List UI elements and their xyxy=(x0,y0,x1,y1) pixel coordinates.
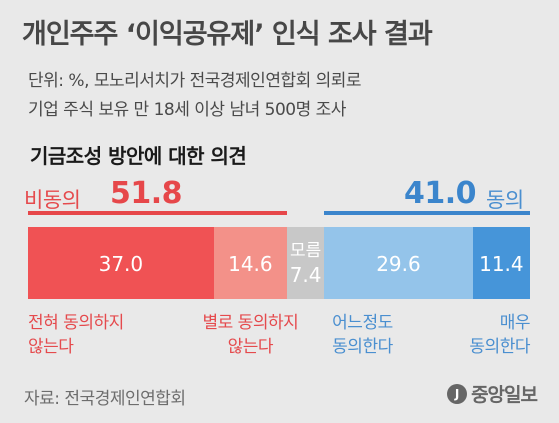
agree-group-line xyxy=(324,211,530,215)
logo-text: 중앙일보 xyxy=(471,384,538,406)
publisher-logo: J 중앙일보 xyxy=(447,380,538,407)
logo-mark-icon: J xyxy=(447,383,468,404)
seg-strongly-agree xyxy=(472,227,530,299)
seg-strongly-agree-value: 11.4 xyxy=(479,252,524,276)
disagree-group-label: 비동의 xyxy=(24,188,81,212)
page-title: 개인주주 ‘이익공유제’ 인식 조사 결과 xyxy=(22,19,433,50)
seg-dont-know-label: 모름 xyxy=(289,241,322,261)
chart-subtitle: 기금조성 방안에 대한 의견 xyxy=(30,144,247,168)
seg-somewhat-agree-value: 29.6 xyxy=(376,252,421,276)
agree-group-value: 41.0 xyxy=(404,176,477,211)
seg-disagree-value: 14.6 xyxy=(228,252,273,276)
seg-strongly-agree-label: 매우 동의한다 xyxy=(469,313,530,357)
seg-dont-know-value: 모름 7.4 xyxy=(287,239,324,287)
survey-note-line1: 단위: %, 모노리서치가 전국경제인연합회 의뢰로 xyxy=(28,71,362,91)
seg-disagree-label: 별로 동의하지 않는다 xyxy=(202,313,299,357)
seg-strongly-disagree-label: 전혀 동의하지 않는다 xyxy=(28,313,124,357)
seg-strongly-disagree-value: 37.0 xyxy=(98,252,144,276)
disagree-group-value: 51.8 xyxy=(110,176,183,211)
source-note: 자료: 전국경제인연합회 xyxy=(24,389,186,409)
disagree-group-line xyxy=(28,211,288,215)
agree-group-label: 동의 xyxy=(486,188,524,212)
survey-note-line2: 기업 주식 보유 만 18세 이상 남녀 500명 조사 xyxy=(28,100,346,120)
seg-strongly-disagree xyxy=(28,227,215,299)
seg-somewhat-agree-label: 어느정도 동의한다 xyxy=(332,313,393,357)
